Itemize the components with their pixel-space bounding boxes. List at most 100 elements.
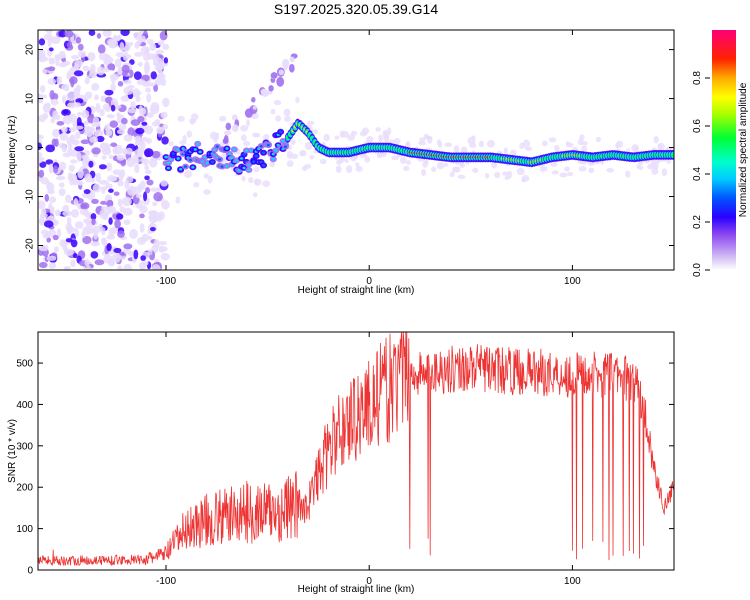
heatmap-cell xyxy=(64,30,74,38)
heatmap-cell xyxy=(157,40,165,46)
heatmap-cell xyxy=(504,175,510,181)
heatmap-cell xyxy=(48,262,57,270)
y-tick-label: 10 xyxy=(25,93,36,105)
heatmap-cell xyxy=(80,139,90,145)
heatmap-cell xyxy=(418,140,426,146)
heatmap-cell xyxy=(158,241,168,246)
heatmap-cell xyxy=(176,148,180,152)
heatmap-cell xyxy=(262,180,271,188)
heatmap-cell xyxy=(116,112,121,118)
heatmap-cell xyxy=(273,99,282,106)
heatmap-cell xyxy=(116,129,126,135)
heatmap-cell xyxy=(91,198,99,205)
colorbar-tick-label: 0.6 xyxy=(692,119,703,133)
heatmap-cell xyxy=(341,130,349,138)
heatmap-cell xyxy=(65,194,72,204)
heatmap-cell xyxy=(73,198,79,207)
heatmap-cell xyxy=(91,147,101,155)
heatmap-cell xyxy=(135,127,145,135)
heatmap-cell xyxy=(104,124,111,131)
heatmap-cell xyxy=(91,121,101,128)
heatmap-cell xyxy=(222,138,229,145)
heatmap-cell xyxy=(121,117,128,125)
x-tick-label: 0 xyxy=(366,276,372,287)
heatmap-cell xyxy=(70,239,78,248)
heatmap-cell xyxy=(157,211,166,221)
heatmap-cell xyxy=(120,159,127,167)
heatmap-cell xyxy=(50,98,59,106)
heatmap-cell xyxy=(240,157,244,160)
heatmap-cell xyxy=(405,140,411,149)
heatmap-cell xyxy=(40,85,46,93)
heatmap-cell xyxy=(153,83,159,92)
heatmap-cell xyxy=(155,49,165,55)
heatmap-cell xyxy=(175,196,181,204)
heatmap-cell xyxy=(71,139,80,146)
heatmap-cell xyxy=(107,175,116,182)
heatmap-cell xyxy=(581,145,588,154)
heatmap-cell xyxy=(313,129,319,135)
heatmap-cell xyxy=(64,86,70,92)
heatmap-cell xyxy=(242,153,246,156)
heatmap-cell xyxy=(96,66,105,76)
heatmap-cell xyxy=(130,119,141,126)
heatmap-cell xyxy=(323,133,330,142)
heatmap-cell xyxy=(92,116,100,125)
heatmap-cell xyxy=(577,138,584,146)
heatmap-cell xyxy=(262,133,270,141)
heatmap-cell xyxy=(117,198,123,208)
heatmap-cell xyxy=(207,175,213,184)
heatmap-cell xyxy=(88,71,98,78)
heatmap-cell xyxy=(522,139,531,148)
heatmap-cell xyxy=(102,30,112,38)
heatmap-cell xyxy=(176,157,180,160)
heatmap-cell xyxy=(144,148,154,158)
heatmap-cell xyxy=(92,183,101,193)
heatmap-cell xyxy=(162,97,170,108)
heatmap-cell xyxy=(116,154,125,161)
heatmap-cell xyxy=(344,158,349,164)
heatmap-cell xyxy=(74,102,81,108)
y-tick-label: 500 xyxy=(16,359,33,370)
heatmap-cell xyxy=(269,161,276,168)
heatmap-cell xyxy=(451,166,459,173)
heatmap-cell xyxy=(154,78,164,86)
heatmap-cell xyxy=(150,71,157,80)
heatmap-cell xyxy=(105,129,113,137)
heatmap-cell xyxy=(118,254,127,260)
heatmap-cell xyxy=(38,38,46,46)
heatmap-cell xyxy=(40,177,49,185)
heatmap-cell xyxy=(40,208,47,216)
heatmap-cell xyxy=(56,76,62,85)
heatmap-cell xyxy=(42,112,49,120)
heatmap-cell xyxy=(252,105,257,110)
heatmap-cell xyxy=(58,30,68,38)
heatmap-cell xyxy=(231,124,239,132)
heatmap-cell xyxy=(123,263,133,270)
heatmap-cell xyxy=(218,158,222,161)
heatmap-cell xyxy=(127,127,135,137)
heatmap-cell xyxy=(47,78,57,85)
heatmap-cell xyxy=(290,153,299,159)
heatmap-cell xyxy=(48,59,55,65)
heatmap-cell xyxy=(142,52,151,61)
heatmap-cell xyxy=(151,150,161,159)
heatmap-cell xyxy=(114,219,121,229)
heatmap-cell xyxy=(136,136,142,147)
heatmap-cell xyxy=(49,206,55,214)
heatmap-cell xyxy=(383,135,390,143)
heatmap-cell xyxy=(106,114,115,119)
heatmap-cell xyxy=(148,157,158,168)
colorbar-tick-label: 0.2 xyxy=(692,215,703,229)
heatmap-cell xyxy=(77,169,84,179)
heatmap-cell xyxy=(49,196,57,203)
heatmap-cell xyxy=(276,76,285,87)
heatmap-cell xyxy=(335,165,342,173)
heatmap-cell xyxy=(283,115,291,122)
heatmap-cell xyxy=(38,261,48,269)
heatmap-cell xyxy=(127,108,137,114)
heatmap-cell xyxy=(107,63,116,71)
heatmap-cell xyxy=(132,88,141,98)
heatmap-cell xyxy=(88,160,94,168)
heatmap-cell xyxy=(76,152,82,163)
